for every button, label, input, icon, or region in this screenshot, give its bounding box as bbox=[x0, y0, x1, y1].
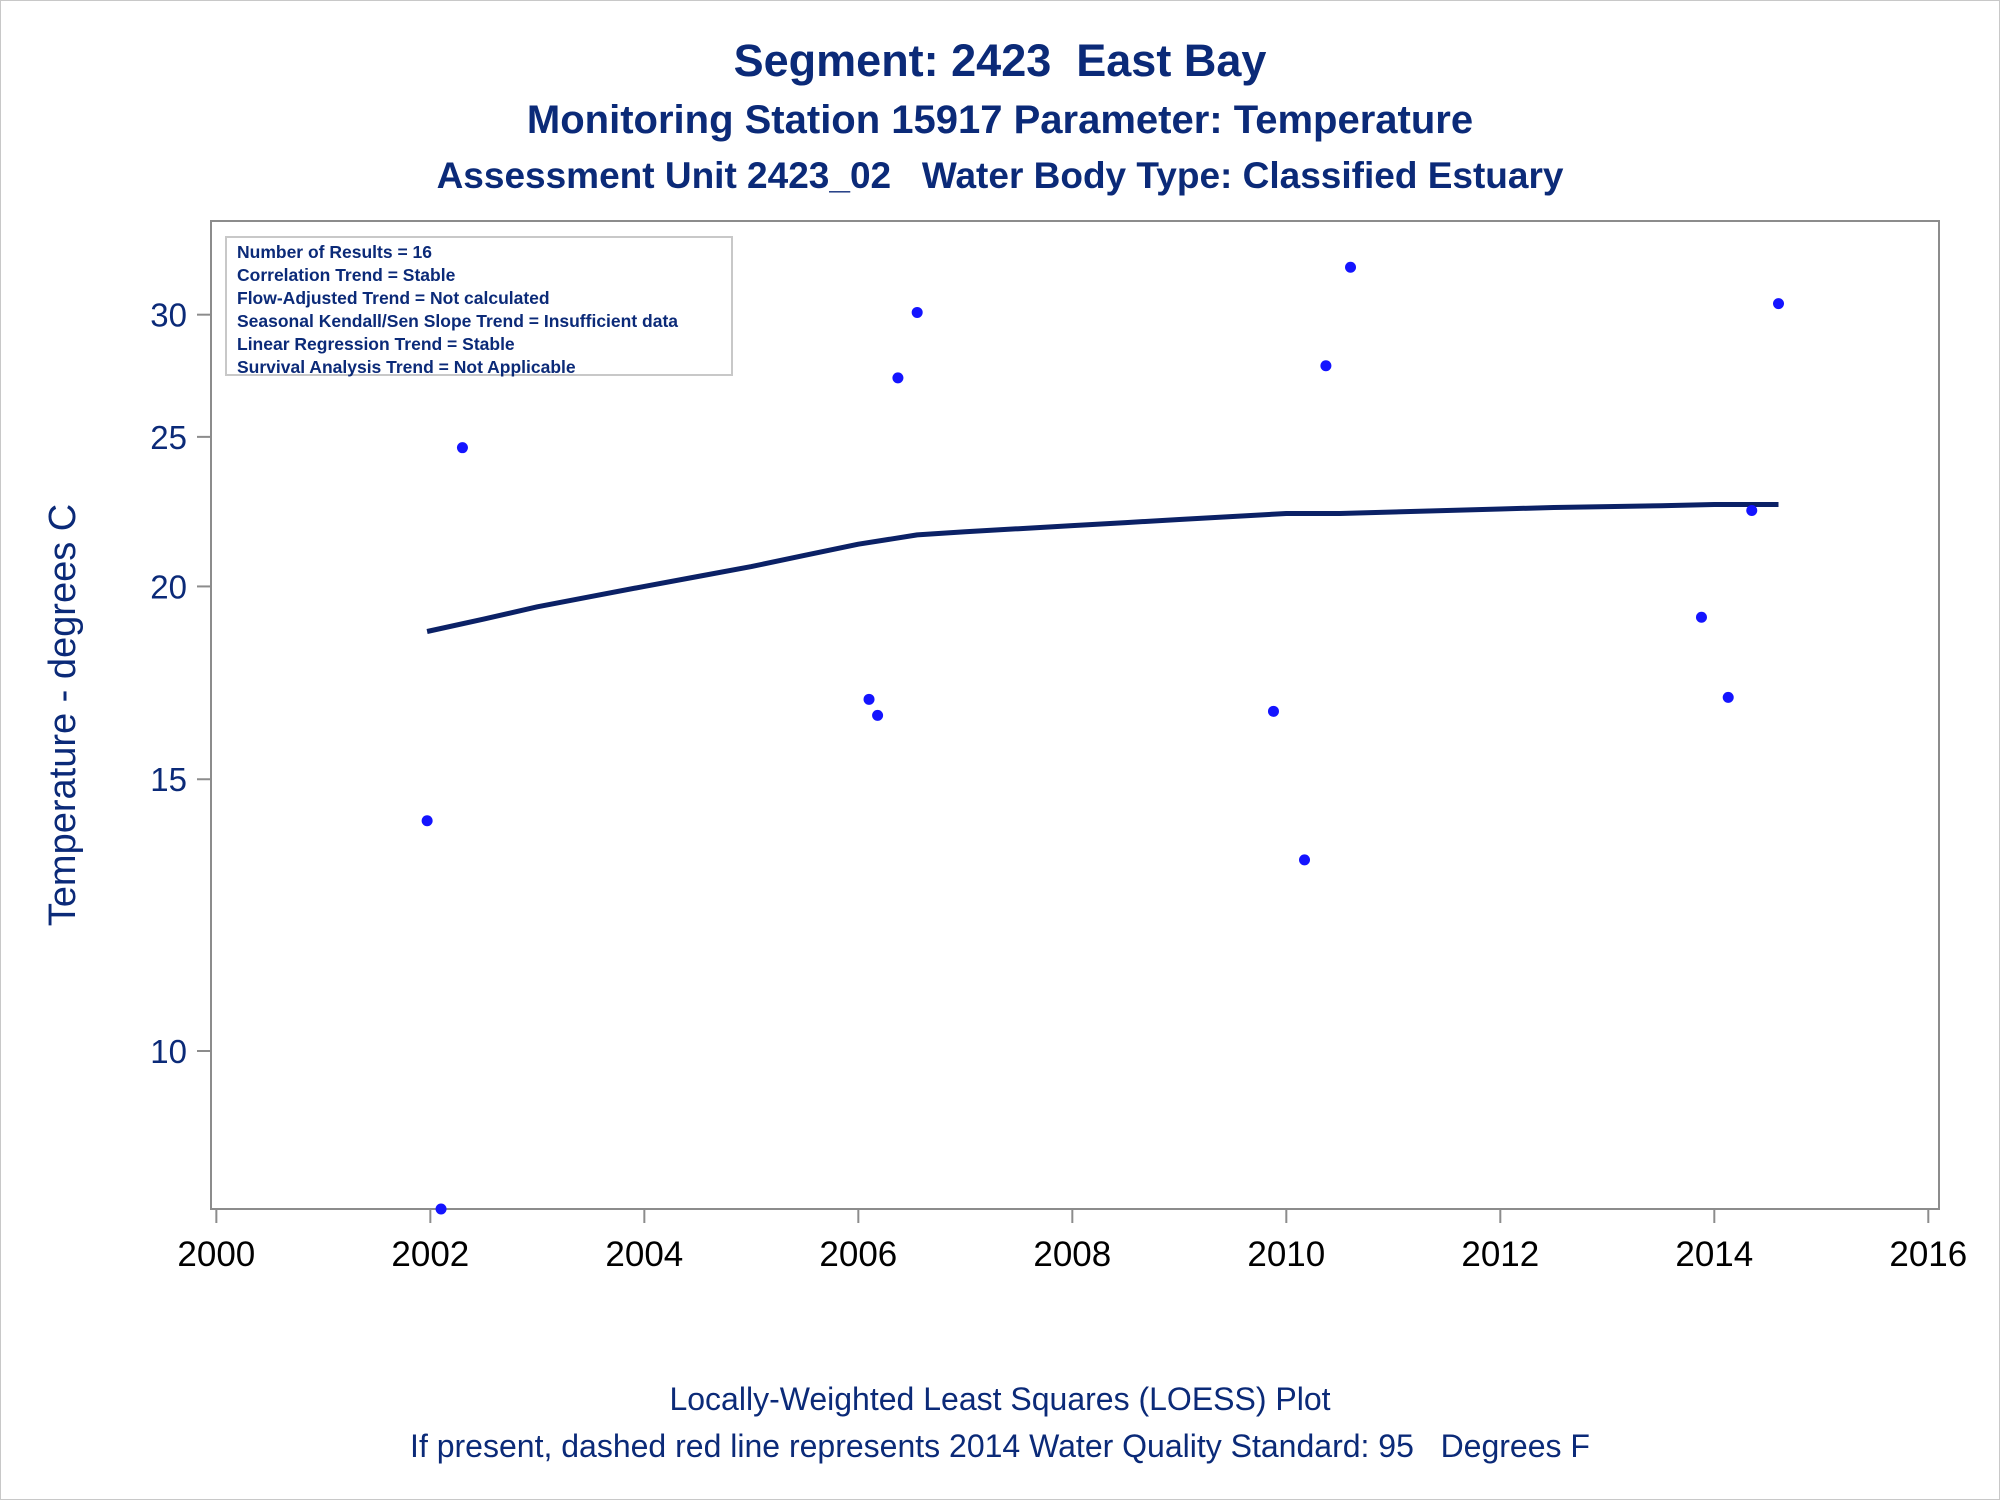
footnote-standard: If present, dashed red line represents 2… bbox=[410, 1428, 1590, 1464]
x-tick-label: 2012 bbox=[1461, 1235, 1539, 1274]
y-tick-label: 30 bbox=[150, 297, 187, 334]
data-point bbox=[1299, 854, 1311, 866]
stats-line: Flow-Adjusted Trend = Not calculated bbox=[237, 288, 550, 308]
data-point bbox=[1773, 298, 1785, 310]
data-point bbox=[1320, 360, 1332, 372]
trend-stats-box: Number of Results = 16 Correlation Trend… bbox=[225, 236, 733, 377]
x-tick-label: 2016 bbox=[1889, 1235, 1967, 1274]
data-point bbox=[1267, 705, 1279, 717]
x-tick-label: 2008 bbox=[1033, 1235, 1111, 1274]
loess-layer bbox=[426, 502, 1779, 634]
stats-line: Seasonal Kendall/Sen Slope Trend = Insuf… bbox=[237, 311, 679, 331]
footnote-plot-type: Locally-Weighted Least Squares (LOESS) P… bbox=[669, 1381, 1331, 1417]
data-point bbox=[456, 442, 468, 454]
x-tick-label: 2006 bbox=[819, 1235, 897, 1274]
chart-subtitle-2: Assessment Unit 2423_02 Water Body Type:… bbox=[436, 155, 1564, 196]
stats-line: Linear Regression Trend = Stable bbox=[237, 334, 515, 354]
data-point bbox=[435, 1203, 447, 1215]
chart-subtitle: Monitoring Station 15917 Parameter: Temp… bbox=[526, 98, 1474, 142]
data-point bbox=[911, 306, 923, 318]
loess-trend-line bbox=[426, 502, 1779, 634]
x-axis: 2000 2002 2004 2006 2008 2010 2012 2014 2016 bbox=[177, 1209, 1967, 1274]
stats-line: Number of Results = 16 bbox=[237, 242, 432, 262]
data-point bbox=[1746, 504, 1758, 516]
y-tick-label: 20 bbox=[150, 568, 187, 605]
x-tick-label: 2000 bbox=[177, 1235, 255, 1274]
y-tick-label: 10 bbox=[150, 1033, 187, 1070]
data-point bbox=[421, 815, 433, 827]
data-point bbox=[1695, 611, 1707, 623]
data-point bbox=[1345, 261, 1357, 273]
data-point bbox=[1722, 691, 1734, 703]
points-layer bbox=[421, 261, 1785, 1215]
x-tick-label: 2014 bbox=[1675, 1235, 1753, 1274]
y-axis: 10 15 20 25 30 bbox=[150, 297, 211, 1070]
y-axis-label: Temperature - degrees C bbox=[42, 504, 84, 926]
x-tick-label: 2002 bbox=[391, 1235, 469, 1274]
plot-area bbox=[210, 220, 1940, 1210]
data-point bbox=[892, 372, 904, 384]
stats-line: Survival Analysis Trend = Not Applicable bbox=[237, 357, 576, 377]
data-point bbox=[863, 693, 875, 705]
y-tick-label: 15 bbox=[150, 761, 187, 798]
x-tick-label: 2010 bbox=[1247, 1235, 1325, 1274]
stats-line: Correlation Trend = Stable bbox=[237, 265, 456, 285]
data-point bbox=[872, 709, 884, 721]
y-tick-label: 25 bbox=[150, 419, 187, 456]
x-tick-label: 2004 bbox=[605, 1235, 683, 1274]
chart-title: Segment: 2423 East Bay bbox=[733, 35, 1267, 86]
